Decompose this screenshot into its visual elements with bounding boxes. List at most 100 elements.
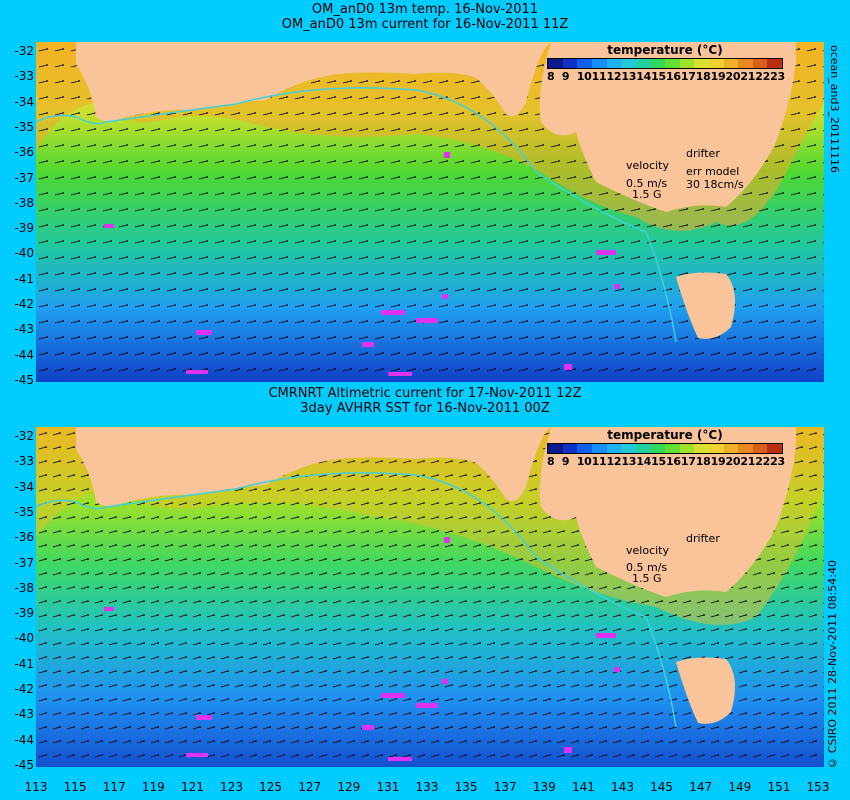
colorbar-tick: 13: [621, 70, 637, 83]
colorbar-swatch: [665, 444, 680, 453]
colorbar-tick: 16: [666, 70, 681, 83]
y-tick-label: -44: [14, 732, 34, 747]
colorbar-swatch: [577, 59, 592, 68]
y-tick-label: -39: [14, 606, 34, 621]
colorbar-tick: 11: [591, 455, 607, 468]
colorbar-tick: 8: [547, 70, 555, 83]
x-tick-label: 145: [650, 780, 674, 794]
top-err-value: 30 18cm/s: [686, 178, 744, 191]
y-tick-label: -41: [14, 656, 34, 671]
y-tick-label: -40: [14, 246, 34, 261]
colorbar-tick: 17: [680, 455, 696, 468]
y-tick-label: -33: [14, 454, 34, 469]
top-colorbar-ticks: 8 9 10 11 12 13 14 15 16 17 18 19 20 21 22 23: [545, 70, 785, 83]
y-tick-label: -41: [14, 271, 34, 286]
colorbar-swatch: [752, 59, 768, 68]
colorbar-swatch: [606, 444, 622, 453]
colorbar-tick: 20: [725, 455, 741, 468]
colorbar-swatch: [591, 444, 607, 453]
y-tick-label: -43: [14, 707, 34, 722]
colorbar-tick: 23: [770, 70, 785, 83]
x-tick-label: 141: [571, 780, 595, 794]
colorbar-tick: 18: [695, 70, 711, 83]
colorbar-tick: 19: [710, 455, 726, 468]
y-tick-label: -38: [14, 195, 34, 210]
y-tick-label: -43: [14, 322, 34, 337]
colorbar-swatch: [694, 59, 709, 68]
colorbar-swatch: [548, 59, 563, 68]
colorbar-swatch: [723, 444, 739, 453]
colorbar-swatch: [635, 444, 651, 453]
x-tick-label: 127: [298, 780, 322, 794]
x-tick-label: 133: [415, 780, 439, 794]
bottom-land-tasmania: [676, 657, 735, 724]
top-velocity-label: velocity: [626, 159, 669, 172]
top-land-tasmania: [676, 272, 735, 339]
y-tick-label: -34: [14, 479, 34, 494]
colorbar-tick: 10: [576, 70, 592, 83]
colorbar-tick: 21: [740, 70, 756, 83]
colorbar-swatch: [621, 59, 636, 68]
colorbar-swatch: [708, 444, 724, 453]
colorbar-swatch: [679, 59, 695, 68]
y-tick-label: -44: [14, 347, 34, 362]
colorbar-swatch: [752, 444, 768, 453]
colorbar-tick: 14: [636, 70, 651, 83]
bottom-land-southern-australia: [76, 427, 551, 507]
colorbar-tick: 12: [606, 70, 622, 83]
colorbar-swatch: [650, 444, 665, 453]
bottom-land-victoria: [539, 427, 796, 597]
top-drifters: [104, 152, 620, 376]
y-tick-label: -35: [14, 504, 34, 519]
x-tick-label: 117: [102, 780, 126, 794]
x-tick-label: 153: [806, 780, 830, 794]
y-tick-label: -39: [14, 221, 34, 236]
y-tick-label: -35: [14, 119, 34, 134]
x-tick-label: 149: [728, 780, 752, 794]
y-tick-label: -32: [14, 44, 34, 58]
colorbar-swatch: [723, 59, 739, 68]
colorbar-swatch: [548, 444, 563, 453]
bottom-colorbar: [547, 443, 783, 454]
y-tick-label: -34: [14, 94, 34, 109]
colorbar-swatch: [650, 59, 665, 68]
x-tick-label: 125: [259, 780, 283, 794]
top-map-panel: [36, 42, 824, 382]
top-err-label: err model: [686, 165, 740, 178]
y-tick-label: -32: [14, 429, 34, 443]
x-tick-label: 123: [220, 780, 243, 794]
colorbar-swatch: [767, 59, 782, 68]
colorbar-tick: 17: [680, 70, 696, 83]
bottom-shelf-contour: [36, 472, 677, 728]
colorbar-tick: 18: [695, 455, 711, 468]
bottom-map-svg: [36, 427, 824, 767]
colorbar-tick: 21: [740, 455, 756, 468]
bottom-title-line2: 3day AVHRR SST for 16-Nov-2011 00Z: [300, 401, 550, 416]
top-legend: temperature (°C) 8 9 10 11 12 13 14 15 16 17 18 19 2…: [545, 43, 785, 83]
y-tick-label: -36: [14, 145, 34, 160]
colorbar-tick: 15: [651, 70, 666, 83]
colorbar-tick: 11: [591, 70, 607, 83]
colorbar-swatch: [562, 444, 578, 453]
x-tick-label: 119: [141, 780, 165, 794]
y-tick-label: -37: [14, 170, 34, 185]
bottom-map-panel: [36, 427, 824, 767]
colorbar-tick: 14: [636, 455, 651, 468]
colorbar-swatch: [606, 59, 622, 68]
top-title-line2: OM_anD0 13m current for 16-Nov-2011 11Z: [281, 17, 569, 32]
colorbar-swatch: [708, 59, 724, 68]
top-map-svg: [36, 42, 824, 382]
top-legend-title: temperature (°C): [607, 43, 723, 57]
bottom-velocity-sub: 1.5 G: [632, 572, 662, 585]
top-velocity-sub: 1.5 G: [632, 188, 662, 201]
colorbar-tick: 12: [606, 455, 622, 468]
colorbar-tick: 16: [666, 455, 681, 468]
bottom-side-label: © CSIRO 2011 28-Nov-2011 08:54:40: [826, 560, 839, 770]
colorbar-swatch: [591, 59, 607, 68]
y-tick-label: -40: [14, 631, 34, 646]
top-colorbar: [547, 58, 783, 69]
colorbar-swatch: [679, 444, 695, 453]
bottom-legend-title: temperature (°C): [607, 428, 723, 442]
bottom-velocity-label: velocity: [626, 544, 669, 557]
x-tick-label: 135: [454, 780, 478, 794]
